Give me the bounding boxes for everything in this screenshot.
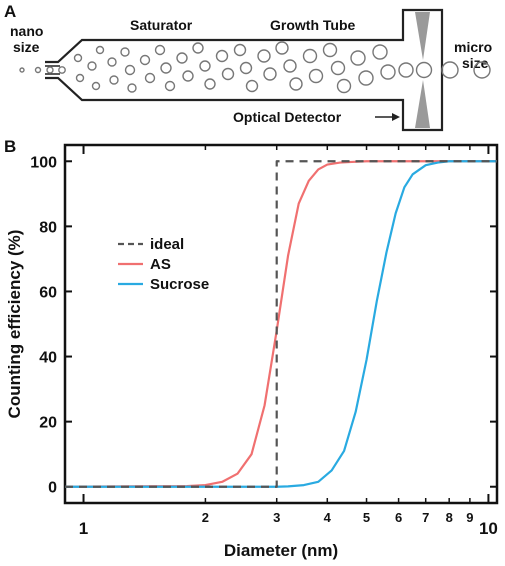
particle-17 xyxy=(160,62,172,74)
micro-label-line2: size xyxy=(462,55,489,71)
saturator-label: Saturator xyxy=(130,17,193,33)
particle-32 xyxy=(283,59,297,73)
x-minor-tick-label-9: 9 xyxy=(466,510,473,525)
particle-23 xyxy=(204,78,216,90)
x-axis: 1 10 2 3 4 5 6 7 8 9 xyxy=(79,145,498,538)
particle-14 xyxy=(139,54,151,66)
particle-18 xyxy=(164,80,176,92)
x-minor-tick-label-8: 8 xyxy=(446,510,453,525)
y-axis-label: Counting efficiency (%) xyxy=(5,230,24,419)
particle-35 xyxy=(308,68,324,84)
particle-37 xyxy=(330,60,346,76)
x-axis-label: Diameter (nm) xyxy=(224,541,338,560)
particle-33 xyxy=(289,77,303,91)
nano-label-line2: size xyxy=(13,39,40,55)
particle-6 xyxy=(87,61,97,71)
x-minor-tick-label-6: 6 xyxy=(395,510,402,525)
particle-26 xyxy=(233,43,247,57)
particle-41 xyxy=(372,44,388,60)
particle-15 xyxy=(144,72,156,84)
x-minor-tick-label-4: 4 xyxy=(324,510,332,525)
particle-43 xyxy=(398,62,414,78)
x-minor-tick-label-3: 3 xyxy=(273,510,280,525)
series-lines xyxy=(64,160,497,488)
detector-beam-top xyxy=(415,12,430,60)
y-tick-label-100: 100 xyxy=(30,154,57,171)
particle-25 xyxy=(221,67,235,81)
detector-label: Optical Detector xyxy=(233,109,342,125)
legend-label-as: AS xyxy=(150,256,171,273)
particle-34 xyxy=(302,48,318,64)
particles xyxy=(19,41,491,94)
particle-9 xyxy=(107,57,117,67)
growth-tube-label: Growth Tube xyxy=(270,17,355,33)
panel-b: B 0 20 40 60 80 100 1 10 2 3 4 5 6 7 8 9 Diameter (nm)… xyxy=(4,137,499,560)
x-tick-label-1: 1 xyxy=(79,519,88,538)
panel-a: A nano size micro size Saturator Growth … xyxy=(4,2,492,132)
particle-11 xyxy=(120,47,130,57)
particle-40 xyxy=(358,70,374,86)
particle-13 xyxy=(127,83,137,93)
panel-b-label: B xyxy=(4,137,16,156)
particle-30 xyxy=(263,67,277,81)
particle-19 xyxy=(176,52,188,64)
particle-8 xyxy=(95,45,105,55)
particle-3 xyxy=(58,66,66,74)
panel-a-label: A xyxy=(4,2,16,21)
x-tick-label-10: 10 xyxy=(479,519,498,538)
particle-0 xyxy=(19,67,25,73)
plot-frame xyxy=(63,143,499,505)
particle-31 xyxy=(275,41,289,55)
series-line-sucrose xyxy=(65,160,497,488)
inlet-inner xyxy=(45,65,60,75)
particle-5 xyxy=(75,73,85,83)
series-line-ideal xyxy=(65,160,497,488)
particle-16 xyxy=(154,44,166,56)
x-minor-tick-label-5: 5 xyxy=(363,510,370,525)
series-line-as xyxy=(64,160,497,488)
particle-36 xyxy=(322,42,338,58)
particle-20 xyxy=(182,70,194,82)
y-tick-label-40: 40 xyxy=(39,350,57,367)
particle-22 xyxy=(199,60,211,72)
particle-29 xyxy=(257,49,271,63)
detector-arrowhead xyxy=(392,113,400,121)
particle-42 xyxy=(380,64,396,80)
particle-45 xyxy=(441,61,459,79)
particle-1 xyxy=(34,66,42,74)
particle-2 xyxy=(46,66,54,74)
particle-28 xyxy=(245,79,259,93)
legend-label-sucrose: Sucrose xyxy=(150,276,209,293)
particle-10 xyxy=(109,75,119,85)
particle-38 xyxy=(336,78,352,94)
x-minor-tick-label-7: 7 xyxy=(422,510,429,525)
particle-44 xyxy=(415,61,433,79)
y-tick-label-20: 20 xyxy=(39,415,57,432)
y-tick-label-80: 80 xyxy=(39,219,57,236)
y-axis: 0 20 40 60 80 100 xyxy=(30,154,497,497)
nano-label-line1: nano xyxy=(10,23,43,39)
particle-4 xyxy=(73,53,83,63)
particle-27 xyxy=(239,61,253,75)
y-tick-label-60: 60 xyxy=(39,284,57,301)
legend-label-ideal: ideal xyxy=(150,236,184,253)
x-minor-tick-label-2: 2 xyxy=(202,510,209,525)
micro-label-line1: micro xyxy=(454,39,492,55)
legend: ideal AS Sucrose xyxy=(118,236,209,293)
particle-39 xyxy=(350,50,366,66)
particle-7 xyxy=(91,81,101,91)
y-tick-label-0: 0 xyxy=(48,480,57,497)
particle-12 xyxy=(124,64,136,76)
particle-24 xyxy=(215,49,229,63)
particle-21 xyxy=(192,42,204,54)
detector-beam-bottom xyxy=(415,80,430,128)
particle-46 xyxy=(473,61,491,79)
